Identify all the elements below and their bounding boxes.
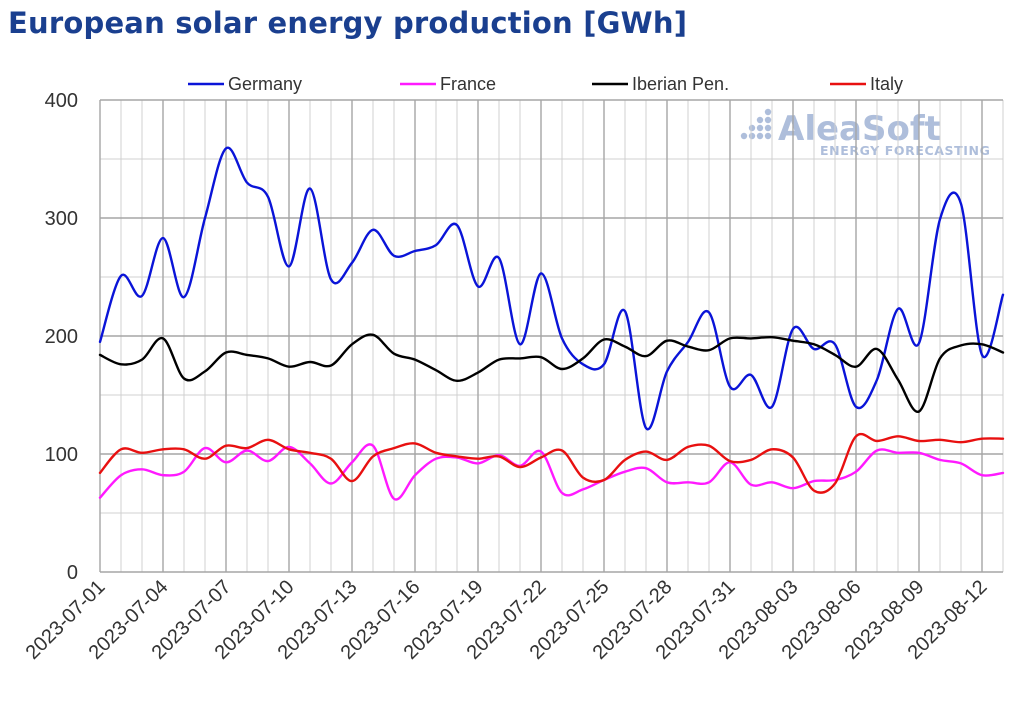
- logo-dot: [748, 132, 756, 140]
- series-line-italy: [98, 432, 1005, 494]
- logo-dot: [748, 124, 756, 132]
- logo-dot: [764, 108, 772, 116]
- logo-dot: [756, 124, 764, 132]
- y-tick-label: 0: [67, 562, 78, 584]
- logo-brand-text: AleaSoft: [778, 109, 941, 149]
- y-tick-label: 200: [45, 326, 78, 348]
- series-line-germany: [98, 146, 1005, 431]
- y-tick-label: 300: [45, 208, 78, 230]
- logo-dot: [740, 132, 748, 140]
- logo-dot: [764, 124, 772, 132]
- legend-label-france: France: [440, 74, 496, 94]
- chart-legend: Germany France Iberian Pen. Italy: [188, 74, 903, 94]
- logo-dot: [756, 116, 764, 124]
- logo-dot: [764, 132, 772, 140]
- logo-dot: [756, 132, 764, 140]
- y-tick-label: 100: [45, 444, 78, 466]
- legend-label-germany: Germany: [228, 74, 302, 94]
- legend-label-iberian-pen: Iberian Pen.: [632, 74, 729, 94]
- chart-title: European solar energy production [GWh]: [8, 6, 688, 40]
- logo-tagline-text: ENERGY FORECASTING: [820, 143, 990, 158]
- series-line-france: [98, 443, 1005, 501]
- series-line-iberian-pen: [98, 333, 1005, 413]
- series-layer: [98, 146, 1005, 501]
- y-tick-label: 400: [45, 90, 78, 112]
- logo-dot: [764, 116, 772, 124]
- chart-grid: [99, 99, 1004, 573]
- legend-label-italy: Italy: [870, 74, 903, 94]
